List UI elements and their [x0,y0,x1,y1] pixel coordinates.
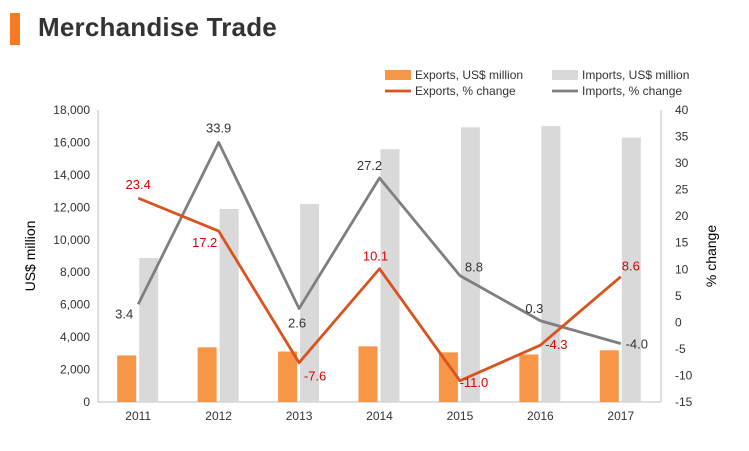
exports-bar [117,355,137,402]
y-tick-label-right: 30 [675,156,689,170]
legend-imports-bar-label: Imports, US$ million [582,68,689,82]
y-tick-label-left: 0 [83,395,90,409]
imports-bar [380,149,400,402]
imports-change-data-label: 0.3 [525,301,543,316]
y-tick-label-left: 2,000 [60,363,90,377]
x-tick-label: 2013 [286,409,313,423]
y-tick-label-left: 12,000 [53,200,90,214]
y-tick-label-left: 14,000 [53,168,90,182]
imports-change-data-label: 3.4 [115,306,133,321]
x-tick-label: 2015 [447,409,474,423]
y-tick-label-right: 40 [675,103,689,117]
y-tick-label-left: 18,000 [53,103,90,117]
imports-change-data-label: 27.2 [357,158,382,173]
y-tick-label-right: -15 [675,395,693,409]
exports-bar [358,346,378,402]
y-tick-label-right: 35 [675,130,689,144]
imports-change-data-label: 8.8 [465,260,483,275]
exports-change-line [137,196,622,383]
page-title: Merchandise Trade [38,12,277,42]
exports-bar [438,352,458,402]
exports-change-data-label: 23.4 [126,177,151,192]
legend-imports-bar-swatch [552,70,578,80]
exports-change-data-label: 17.2 [192,235,217,250]
legend-exports-bar-swatch [385,70,411,80]
legend-exports-line-label: Exports, % change [415,84,516,98]
legend-imports-line-label: Imports, % change [582,84,682,98]
y-tick-label-right: 25 [675,183,689,197]
exports-change-data-label: -4.3 [545,337,567,352]
y-axis-title-right: % change [703,225,719,287]
y-tick-label-left: 10,000 [53,233,90,247]
imports-change-data-label: -4.0 [626,337,648,352]
y-tick-label-right: -10 [675,368,693,382]
y-tick-label-left: 6,000 [60,298,90,312]
imports-change-data-label: 2.6 [288,316,306,331]
exports-bar [278,351,298,402]
imports-bar [541,126,561,402]
exports-change-data-label: -7.6 [304,369,326,384]
x-tick-label: 2011 [125,409,151,423]
exports-change-data-label: -11.0 [460,375,489,390]
y-tick-label-left: 16,000 [53,135,90,149]
exports-bar [197,347,217,402]
x-tick-label: 2012 [205,409,232,423]
title-accent-bar [10,13,20,45]
imports-change-line [136,140,622,345]
x-tick-label: 2017 [607,409,634,423]
y-tick-label-right: 5 [675,289,682,303]
y-tick-label-left: 4,000 [60,330,90,344]
imports-bar [300,204,320,402]
y-tick-label-right: 10 [675,262,689,276]
exports-change-data-label: 10.1 [363,249,388,264]
exports-bar [519,354,539,402]
imports-bar [460,127,480,402]
y-axis-title-left: US$ million [22,221,38,292]
y-tick-label-left: 8,000 [60,265,90,279]
x-tick-label: 2014 [366,409,393,423]
imports-bar [621,137,641,403]
x-tick-label: 2016 [527,409,554,423]
y-tick-label-right: 0 [675,315,682,329]
exports-bar [599,350,619,402]
y-tick-label-right: 15 [675,236,689,250]
y-tick-label-right: -5 [675,342,686,356]
legend-exports-bar-label: Exports, US$ million [415,68,523,82]
imports-change-data-label: 33.9 [206,120,231,135]
imports-bar [139,257,159,402]
exports-change-data-label: 8.6 [622,259,640,274]
y-tick-label-right: 20 [675,209,689,223]
